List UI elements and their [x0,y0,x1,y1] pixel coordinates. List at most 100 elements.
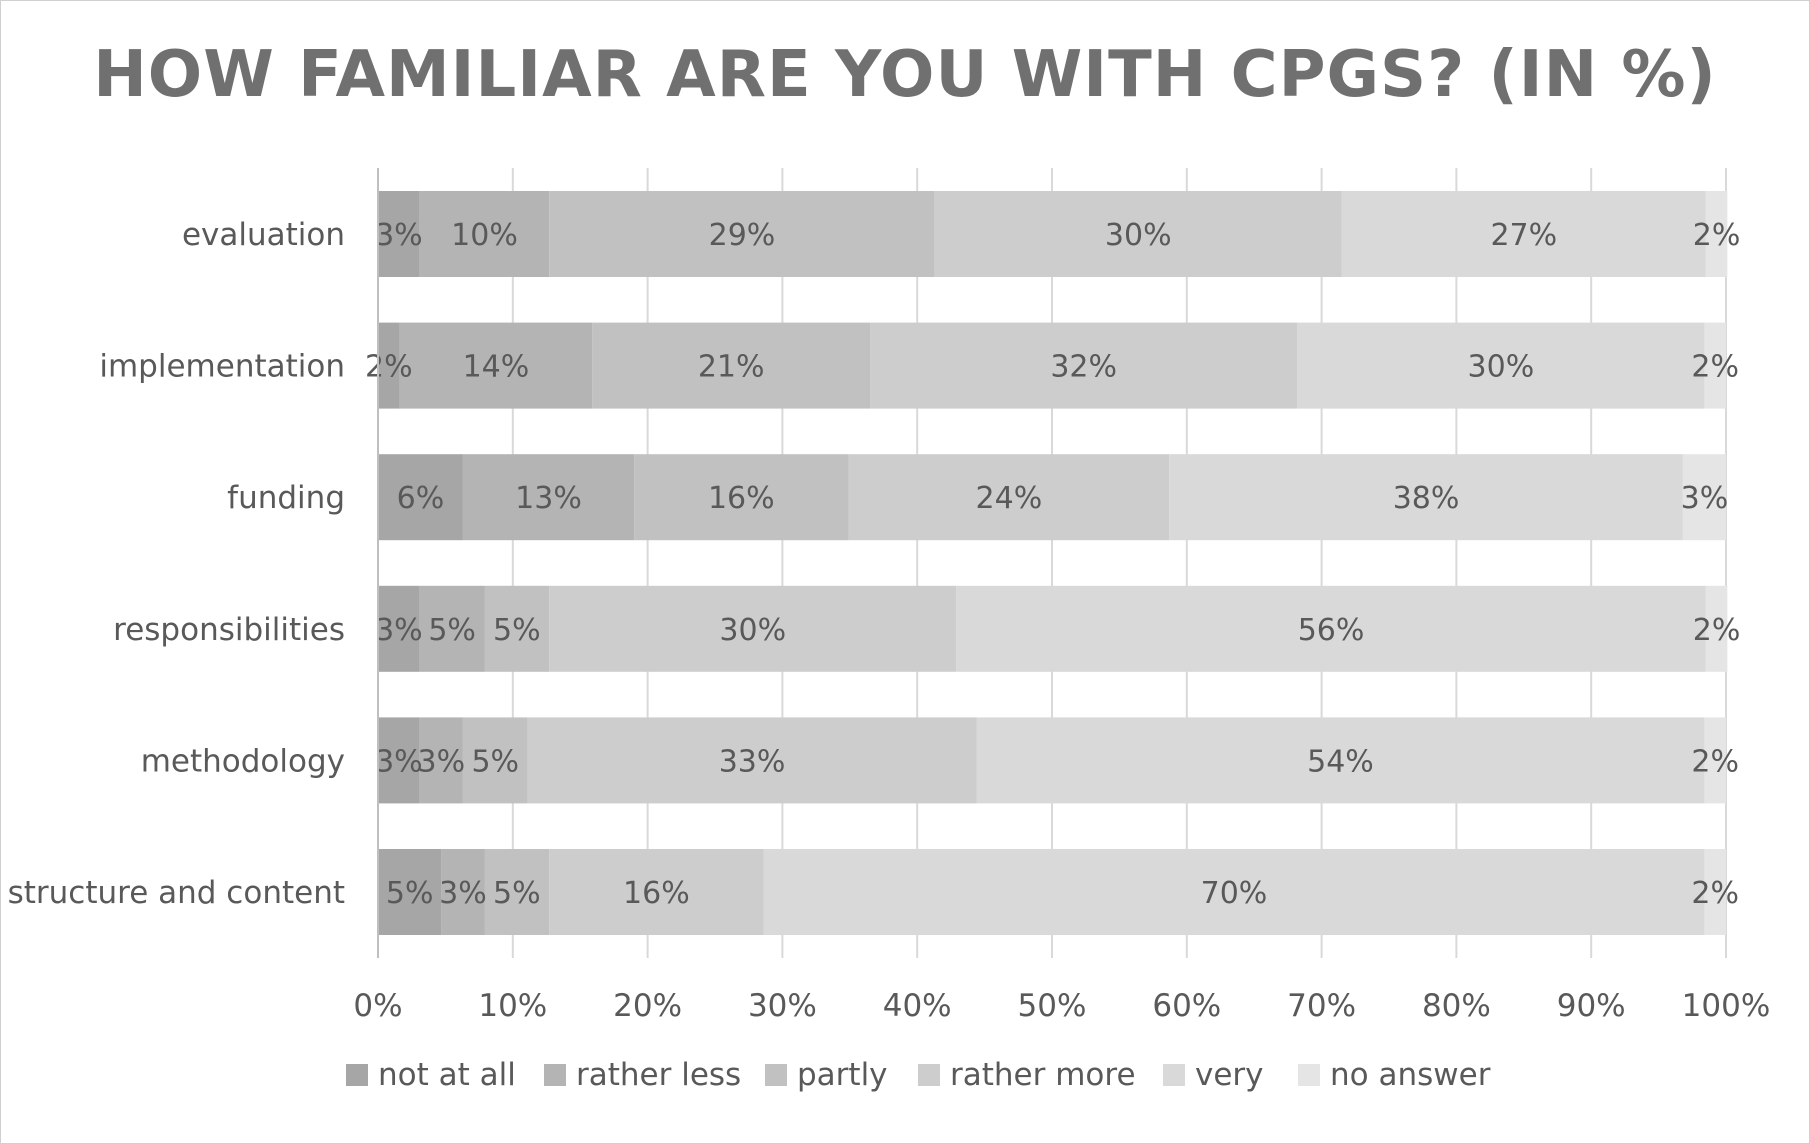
data-label: 54% [1307,744,1374,779]
data-label: 24% [976,481,1043,516]
data-label: 2% [1691,350,1739,385]
bar-segment [378,717,420,804]
category-label: funding [227,480,345,516]
bar-segment [934,191,1342,277]
legend: not at all rather less partly rather more ve… [346,1057,1491,1093]
x-tick-label: 30% [748,988,817,1024]
bar-segment [848,454,1170,541]
x-tick-label: 90% [1557,988,1626,1024]
category-label: evaluation [182,217,345,253]
bar-segment [419,717,463,804]
x-tick-label: 0% [353,988,402,1024]
data-label: 30% [1468,350,1535,385]
chart-title: HOW FAMILIAR ARE YOU WITH CPGS? (IN %) [93,38,1717,112]
data-label: 3% [439,876,487,911]
data-label: 3% [418,744,466,779]
legend-label: rather more [950,1057,1136,1093]
legend-label: partly [797,1057,888,1093]
data-label: 5% [493,613,541,648]
data-label: 5% [428,613,476,648]
legend-swatch [765,1064,787,1086]
legend-swatch [346,1064,368,1086]
bar-segment [976,717,1705,804]
bar-segment [634,454,849,541]
bar-segment [1169,454,1683,541]
data-label: 33% [719,744,786,779]
data-label: 2% [365,350,413,385]
x-tick-label: 100% [1682,988,1771,1024]
legend-swatch [1298,1064,1320,1086]
bar-segment [527,717,977,804]
data-label: 38% [1393,481,1460,516]
data-label: 2% [1691,744,1739,779]
bar-segment [441,849,485,935]
bar-segment [419,585,485,672]
legend-swatch [544,1064,566,1086]
bar-segment [419,191,550,277]
bar-segment [1341,191,1706,277]
data-label: 56% [1298,613,1365,648]
data-label: 3% [375,613,423,648]
bar-segment [462,717,528,804]
data-label: 14% [463,350,530,385]
x-tick-label: 70% [1287,988,1356,1024]
bar-segment [549,585,957,672]
bar-segment [1705,585,1728,672]
data-label: 5% [386,876,434,911]
bar-segment [1704,849,1726,935]
data-label: 29% [709,218,776,253]
data-label: 5% [471,744,519,779]
data-label: 2% [1691,876,1739,911]
data-label: 30% [1105,218,1172,253]
x-tick-label: 10% [478,988,547,1024]
data-label: 32% [1050,350,1117,385]
x-tick-label: 60% [1152,988,1221,1024]
category-label: responsibilities [113,612,345,648]
bar-segment [1704,717,1726,804]
bar-segment [1704,322,1726,409]
axis-layer: 0% 10% 20% 30% 40% 50% 60% 70% 80% 90% 100% evaluat… [8,168,1771,1024]
bar-segment [378,849,442,935]
bar-segment [592,322,871,409]
bar-segment [484,585,550,672]
bar-layer [378,191,1728,935]
legend-label: no answer [1330,1057,1491,1093]
bar-segment [399,322,593,409]
x-tick-label: 40% [883,988,952,1024]
x-tick-label: 20% [613,988,682,1024]
bar-segment [378,585,420,672]
bar-segment [378,322,400,409]
bar-segment [956,585,1706,672]
bar-segment [1297,322,1705,409]
category-label: structure and content [8,875,345,911]
data-label: 13% [515,481,582,516]
x-tick-label: 50% [1018,988,1087,1024]
bar-segment [378,191,420,277]
data-label: 6% [397,481,445,516]
bar-segment [549,191,935,277]
legend-label: very [1195,1057,1264,1093]
bar-segment [484,849,550,935]
category-label: implementation [99,349,345,385]
bar-segment [870,322,1298,409]
legend-swatch [918,1064,940,1086]
data-label: 3% [375,744,423,779]
data-label: 10% [451,218,518,253]
legend-swatch [1163,1064,1185,1086]
data-label: 16% [623,876,690,911]
bar-segment [549,849,764,935]
bar-segment [462,454,635,541]
x-tick-label: 80% [1422,988,1491,1024]
data-label: 30% [719,613,786,648]
bar-segment [1705,191,1728,277]
data-label: 21% [698,350,765,385]
data-label: 27% [1490,218,1557,253]
data-label: 3% [1681,481,1729,516]
category-label: methodology [141,743,345,779]
data-label: 16% [708,481,775,516]
legend-label: not at all [378,1057,516,1093]
data-label: 3% [375,218,423,253]
data-label: 2% [1693,613,1741,648]
